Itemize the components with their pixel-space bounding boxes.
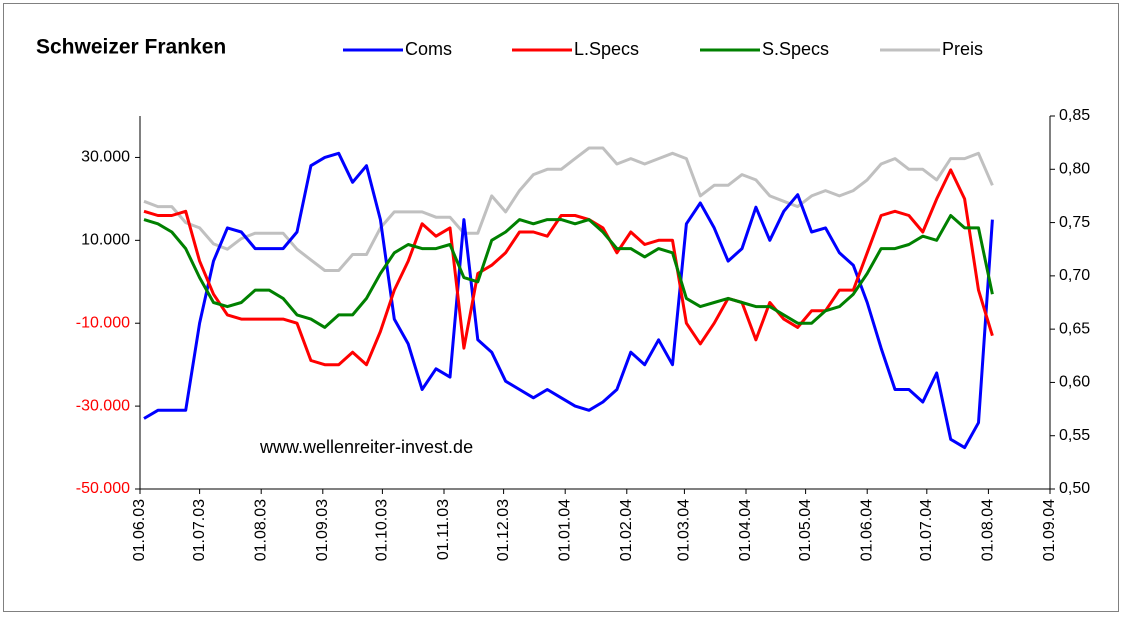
series-line [143, 168, 994, 367]
y-tick-label: 30.000 [81, 149, 130, 166]
y2-tick-label: 0,80 [1059, 161, 1090, 178]
x-tick-label: 01.07.03 [191, 499, 208, 561]
series-line [143, 151, 994, 450]
legend-label: S.Specs [762, 39, 829, 59]
y2-tick-label: 0,55 [1059, 427, 1090, 444]
legend-label: L.Specs [574, 39, 639, 59]
x-tick-label: 01.04.04 [737, 499, 754, 561]
x-tick-label: 01.03.04 [676, 499, 693, 561]
x-tick-label: 01.09.04 [1041, 499, 1058, 561]
x-tick-label: 01.11.03 [435, 499, 452, 560]
legend-label: Coms [405, 39, 452, 59]
x-tick-label: 01.07.04 [918, 499, 935, 561]
x-tick-label: 01.06.04 [858, 499, 875, 561]
y-tick-label: -50.000 [76, 480, 130, 497]
x-tick-label: 01.08.04 [980, 499, 997, 561]
chart-title: Schweizer Franken [36, 36, 226, 59]
y-tick-label: 10.000 [81, 232, 130, 249]
y2-tick-label: 0,65 [1059, 320, 1090, 337]
x-tick-label: 01.08.03 [252, 499, 269, 561]
y-tick-label: -30.000 [76, 397, 130, 414]
y-tick-label: -10.000 [76, 314, 130, 331]
y2-tick-label: 0,50 [1059, 480, 1090, 497]
x-tick-label: 01.09.03 [314, 499, 331, 561]
chart-border [3, 3, 1119, 612]
x-tick-label: 01.02.04 [618, 499, 635, 561]
x-tick-label: 01.12.03 [495, 499, 512, 561]
y2-tick-label: 0,60 [1059, 374, 1090, 391]
x-tick-label: 01.05.04 [797, 499, 814, 561]
series-line [143, 146, 994, 272]
legend-label: Preis [942, 39, 983, 59]
x-tick-label: 01.10.03 [374, 499, 391, 561]
annotation: www.wellenreiter-invest.de [259, 437, 473, 457]
series-line [143, 214, 994, 329]
y2-tick-label: 0,75 [1059, 214, 1090, 231]
y2-tick-label: 0,85 [1059, 107, 1090, 124]
x-tick-label: 01.06.03 [131, 499, 148, 561]
x-tick-label: 01.01.04 [556, 499, 573, 561]
y2-tick-label: 0,70 [1059, 267, 1090, 284]
